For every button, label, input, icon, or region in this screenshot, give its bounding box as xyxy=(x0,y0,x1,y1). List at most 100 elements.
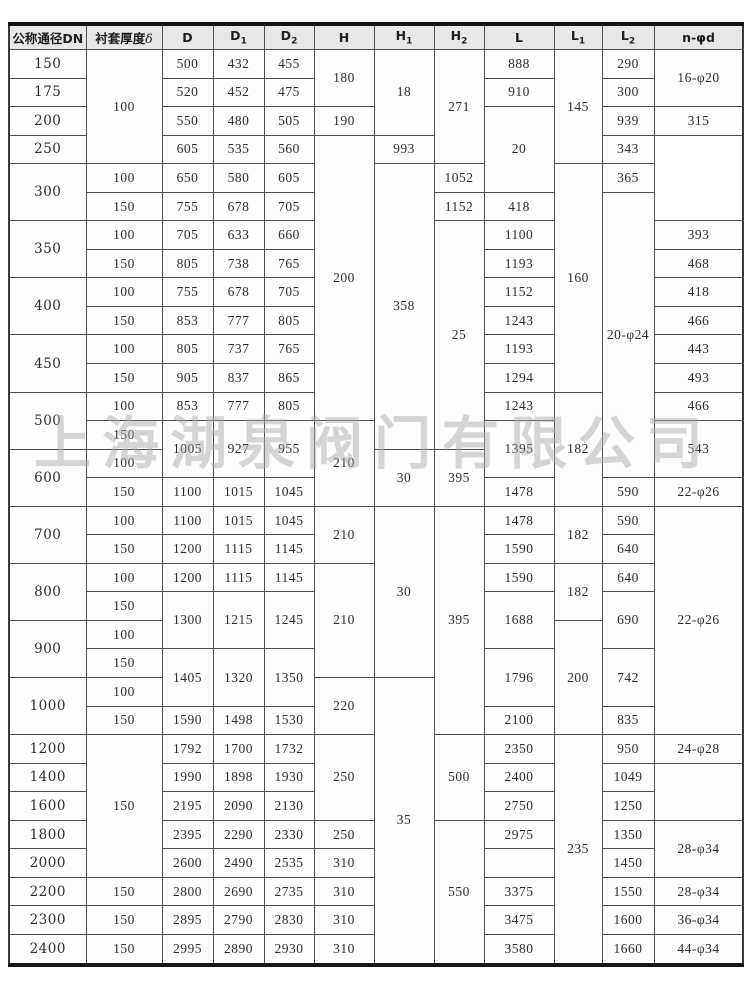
cell-l2: 950 xyxy=(601,734,655,764)
cell-delta: 150 xyxy=(85,876,163,907)
cell-l2: 590 xyxy=(601,505,655,536)
cell-d2: 560 xyxy=(263,134,315,165)
cell-nfd: 36-φ34 xyxy=(653,905,744,935)
cell-d1: 2090 xyxy=(212,791,265,821)
cell-l2: 468 xyxy=(653,248,744,279)
cell-d2: 2830 xyxy=(263,905,315,935)
cell-l: 1478 xyxy=(483,477,555,507)
cell-l: 3375 xyxy=(483,876,555,907)
cell-nfd xyxy=(653,762,744,821)
cell-d1: 452 xyxy=(212,77,265,108)
cell-l1: 182 xyxy=(553,562,603,621)
cell-dn: 900 xyxy=(8,619,87,679)
cell-delta: 100 xyxy=(85,619,163,650)
cell-l2: 835 xyxy=(601,705,655,736)
cell-l2: 690 xyxy=(601,591,655,650)
cell-delta: 100 xyxy=(85,277,163,307)
cell-d: 2895 xyxy=(161,905,214,935)
cell-delta: 150 xyxy=(85,905,163,935)
cell-h: 180 xyxy=(313,48,375,108)
cell-h1: 30 xyxy=(373,448,435,507)
cell-d1: 580 xyxy=(212,163,265,193)
cell-d2: 1930 xyxy=(263,762,315,793)
cell-d2: 2130 xyxy=(263,791,315,821)
cell-d: 1792 xyxy=(161,734,214,764)
cell-h: 210 xyxy=(313,420,375,507)
table-row: 600 100 30 395 xyxy=(8,448,743,507)
table-row: 900 100 200 xyxy=(8,619,743,736)
cell-d2: 660 xyxy=(263,220,315,250)
table-row: 450 100 805 737 765 1193 443 xyxy=(8,334,744,393)
cell-d2: 1350 xyxy=(263,648,315,707)
cell-d1: 1700 xyxy=(212,734,265,764)
cell-h: 220 xyxy=(313,677,375,736)
cell-d2: 705 xyxy=(263,277,315,307)
cell-l: 1100 xyxy=(483,220,555,250)
cell-nfd: 20-φ24 xyxy=(601,191,655,479)
cell-nfd: 28-φ34 xyxy=(653,819,744,878)
cell-d1: 737 xyxy=(212,334,265,365)
cell-d: 650 xyxy=(161,163,214,193)
cell-dn: 1200 xyxy=(8,734,87,764)
cell-d: 755 xyxy=(161,191,214,222)
cell-l2: 1250 xyxy=(601,791,655,821)
document-sheet: 公称通径DN 衬套厚度δ D D1 D2 H H1 H2 L L1 L2 n-φd 150 100 500… xyxy=(8,22,744,967)
cell-d1: 1115 xyxy=(212,562,265,593)
header-l1: L1 xyxy=(553,23,603,50)
cell-h1: 18 xyxy=(373,49,435,136)
cell-dn: 150 xyxy=(8,49,87,79)
cell-h2: 358 xyxy=(373,163,435,450)
cell-delta: 100 xyxy=(85,677,163,707)
cell-l: 3475 xyxy=(483,905,555,935)
cell-delta: 100 xyxy=(85,48,163,165)
cell-d: 605 xyxy=(161,134,214,165)
cell-l2: 393 xyxy=(653,220,744,250)
cell-h: 310 xyxy=(313,933,375,966)
cell-d1: 1015 xyxy=(212,505,265,536)
cell-delta: 100 xyxy=(85,562,163,593)
header-h: H xyxy=(313,23,375,50)
cell-dn: 400 xyxy=(8,277,87,336)
cell-l2: 418 xyxy=(483,191,555,222)
cell-d: 853 xyxy=(161,305,214,336)
cell-d: 550 xyxy=(161,106,214,136)
cell-l2: 1550 xyxy=(601,876,655,907)
cell-d1: 2690 xyxy=(212,876,265,907)
cell-l2: 466 xyxy=(653,305,744,336)
cell-d2: 955 xyxy=(263,420,315,479)
cell-l2: 1600 xyxy=(601,905,655,935)
cell-d1: 1498 xyxy=(212,705,265,736)
cell-d: 2800 xyxy=(161,876,214,907)
cell-d2: 1530 xyxy=(263,705,315,736)
cell-h2: 500 xyxy=(433,734,485,821)
header-h2: H2 xyxy=(433,23,485,50)
cell-l: 910 xyxy=(483,77,555,108)
cell-dn: 300 xyxy=(8,163,87,222)
header-delta: 衬套厚度δ xyxy=(85,23,163,50)
table-row: 150 805 738 765 1193 468 xyxy=(9,248,744,279)
cell-delta: 150 xyxy=(85,420,163,450)
cell-dn: 600 xyxy=(8,448,87,507)
cell-dn: 500 xyxy=(8,391,87,450)
cell-delta: 100 xyxy=(85,220,163,250)
cell-d1: 1015 xyxy=(212,477,265,507)
cell-l1: 235 xyxy=(553,734,603,965)
cell-d: 1100 xyxy=(161,505,214,536)
table-row: 500 100 853 777 805 1243 182 466 xyxy=(8,391,744,507)
cell-nfd: 28-φ34 xyxy=(653,876,744,907)
cell-d1: 633 xyxy=(212,220,265,250)
cell-dn: 1000 xyxy=(8,677,87,736)
cell-h: 250 xyxy=(313,734,375,821)
cell-d: 1990 xyxy=(161,762,214,793)
cell-l2: 443 xyxy=(653,334,744,365)
table-row: 150 1300 1215 1245 1688 690 xyxy=(9,591,743,650)
cell-l2: 365 xyxy=(601,163,655,193)
cell-d2: 805 xyxy=(263,391,315,422)
cell-l: 1395 xyxy=(483,420,555,479)
cell-h: 210 xyxy=(313,505,375,564)
cell-dn: 2400 xyxy=(8,933,87,966)
cell-d2: 1732 xyxy=(263,734,315,764)
cell-l: 1590 xyxy=(483,534,555,564)
cell-h: 200 xyxy=(313,134,375,422)
cell-d2: 1145 xyxy=(263,534,315,564)
